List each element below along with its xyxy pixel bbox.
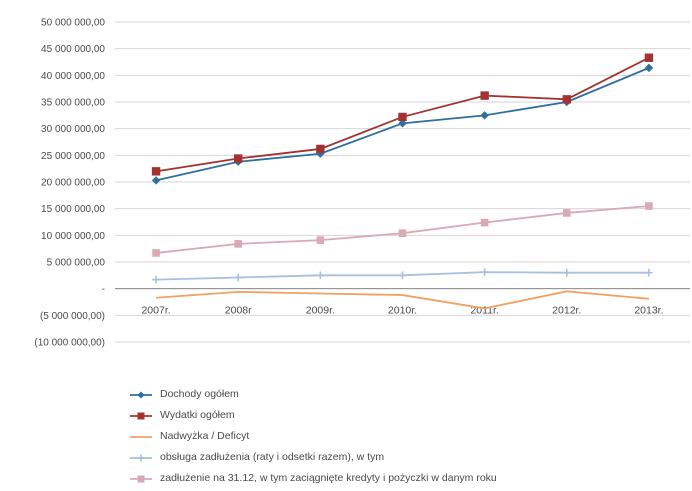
data-point: [316, 144, 325, 154]
y-tick-label: 20 000 000,00: [41, 178, 105, 189]
data-point: [316, 271, 325, 280]
data-point: [480, 111, 489, 120]
data-point: [562, 268, 571, 277]
data-point: [645, 202, 653, 210]
legend-swatch-dochody: [130, 391, 152, 399]
data-point: [562, 95, 571, 104]
x-tick-label-2010r: 2010r.: [388, 305, 417, 317]
legend-swatch-wydatki: [130, 412, 152, 420]
y-tick-label: 5 000 000,00: [47, 258, 106, 269]
series-0: [151, 63, 654, 185]
data-point: [480, 268, 489, 276]
series-4: [152, 202, 653, 257]
legend-label-nadwyzka: Nadwyżka / Deficyt: [160, 430, 250, 442]
series-line-2: [156, 290, 650, 310]
y-tick-label: 35 000 000,00: [41, 98, 105, 109]
legend-marker: [137, 475, 145, 483]
data-point: [151, 167, 161, 176]
y-tick-label: 40 000 000,00: [41, 71, 105, 82]
data-point: [398, 119, 407, 128]
series-3: [152, 268, 653, 284]
data-point: [562, 209, 571, 217]
data-point: [151, 176, 161, 185]
x-tick-label-2012r: 2012r.: [552, 305, 581, 317]
y-tick-label: 15 000 000,00: [41, 204, 105, 215]
legend-swatch-zadluzenie: [130, 475, 152, 483]
x-tick-label-2009r: 2009r.: [306, 305, 335, 317]
legend-marker: [137, 391, 145, 399]
x-axis: 2007r. 2008r 2009r. 2010r. 2011r. 2012r. 2013r…: [115, 288, 690, 317]
x-tick-label-2013r: 2013r.: [634, 305, 663, 317]
data-point: [152, 275, 160, 284]
data-point: [644, 63, 654, 73]
legend-label-zadluzenie: zadłużenie na 31.12, w tym zaciągnięte k…: [160, 472, 497, 484]
data-point: [398, 229, 407, 237]
series-lines: [151, 53, 654, 310]
legend-label-wydatki: Wydatki ogółem: [160, 409, 235, 421]
y-tick-label: 30 000 000,00: [41, 124, 105, 135]
legend-marker: [137, 454, 145, 462]
legend-swatch-obsluga: [130, 454, 152, 462]
y-tick-label: (10 000 000,00): [34, 338, 105, 349]
x-tick-label-2007r: 2007r.: [141, 305, 170, 317]
data-point: [645, 268, 653, 277]
data-point: [316, 236, 325, 244]
data-point: [234, 154, 243, 163]
legend-label-dochody: Dochody ogółem: [160, 388, 239, 400]
series-2: [156, 290, 650, 310]
legend-label-obsluga: obsługa zadłużenia (raty i odsetki razem…: [160, 451, 385, 463]
data-point: [234, 240, 243, 248]
y-axis-tick-labels: 50 000 000,00 45 000 000,00 40 000 000,00 3…: [34, 18, 105, 349]
y-tick-label: 25 000 000,00: [41, 151, 105, 162]
legend-swatch-nadwyzka: [130, 436, 152, 438]
legend-marker: [137, 412, 145, 420]
data-point: [398, 112, 407, 122]
data-point: [480, 218, 489, 227]
x-tick-label-2008r: 2008r: [225, 305, 252, 317]
data-point: [234, 273, 243, 282]
series-1: [151, 53, 654, 176]
data-point: [480, 91, 489, 100]
y-tick-label: 45 000 000,00: [41, 44, 105, 55]
y-tick-label: -: [102, 284, 105, 295]
y-tick-label: (5 000 000,00): [40, 311, 105, 322]
y-tick-label: 10 000 000,00: [41, 231, 105, 242]
data-point: [152, 249, 160, 257]
data-point: [644, 53, 654, 62]
y-tick-label: 50 000 000,00: [41, 18, 105, 29]
data-point: [398, 271, 407, 280]
